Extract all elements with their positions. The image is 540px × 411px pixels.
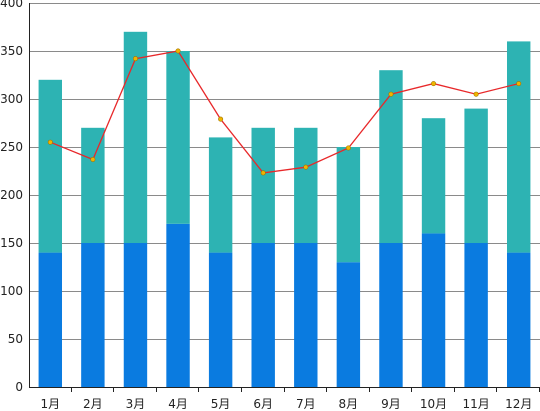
axes: [29, 3, 540, 392]
line-point: [90, 156, 96, 162]
x-tick-label: 1月: [40, 397, 60, 411]
bar-segment: [421, 118, 446, 234]
y-tick-label: 400: [0, 0, 23, 10]
y-tick-label: 300: [0, 92, 23, 106]
bars: [38, 31, 531, 387]
line-point: [431, 81, 437, 87]
bar-segment: [81, 243, 105, 387]
line-point: [303, 164, 309, 170]
bar-segment: [38, 79, 63, 253]
y-tick-labels: 0 50 100 150 200 250 300 350 400: [0, 0, 23, 394]
x-tick-label: 2月: [83, 397, 103, 411]
trend-line-series: [47, 48, 522, 176]
y-tick-label: 0: [15, 380, 23, 394]
bar-segment: [336, 147, 361, 263]
bar-segment: [464, 243, 488, 387]
bar-segment: [336, 262, 361, 387]
line-point: [473, 91, 479, 97]
line-point: [132, 56, 138, 62]
bar-segment: [208, 137, 233, 253]
y-tick-label: 200: [0, 188, 23, 202]
bar-segment: [81, 127, 105, 243]
y-tick-label: 150: [0, 236, 23, 250]
bar-segment: [166, 223, 190, 387]
y-tick-label: 50: [8, 332, 23, 346]
y-tick-label: 250: [0, 140, 23, 154]
x-tick-label: 7月: [296, 397, 316, 411]
bar-segment: [379, 70, 403, 243]
bar-segment: [506, 252, 531, 387]
bar-segment: [166, 51, 190, 224]
x-tick-label: 8月: [339, 397, 359, 411]
bar-segment: [251, 127, 275, 243]
line-point: [516, 81, 522, 87]
bar-segment: [379, 243, 403, 387]
line-point: [47, 139, 53, 145]
x-tick-label: 12月: [505, 397, 532, 411]
grid: [29, 3, 540, 340]
line-point: [388, 91, 394, 97]
x-tick-label: 11月: [462, 397, 489, 411]
line-point: [175, 48, 181, 54]
bar-segment: [123, 243, 148, 387]
x-tick-label: 10月: [420, 397, 447, 411]
trend-line: [50, 50, 519, 174]
bar-segment: [123, 31, 148, 243]
bar-segment: [506, 41, 531, 253]
x-tick-label: 6月: [253, 397, 273, 411]
x-tick-label: 5月: [211, 397, 231, 411]
bar-segment: [294, 127, 318, 243]
x-tick-label: 4月: [168, 397, 188, 411]
line-point: [218, 116, 224, 122]
bar-segment: [208, 252, 233, 387]
line-point: [260, 170, 266, 176]
x-tick-labels: 1月 2月 3月 4月 5月 6月 7月 8月 9月 10月 11月 12月: [40, 397, 532, 411]
x-tick-label: 3月: [126, 397, 146, 411]
bar-segment: [294, 243, 318, 387]
x-tick-label: 9月: [381, 397, 401, 411]
line-point: [345, 145, 351, 151]
bar-segment: [251, 243, 275, 387]
y-tick-label: 350: [0, 44, 23, 58]
bar-segment: [464, 108, 488, 243]
y-tick-label: 100: [0, 284, 23, 298]
bar-segment: [38, 252, 63, 387]
bar-segment: [421, 233, 446, 387]
